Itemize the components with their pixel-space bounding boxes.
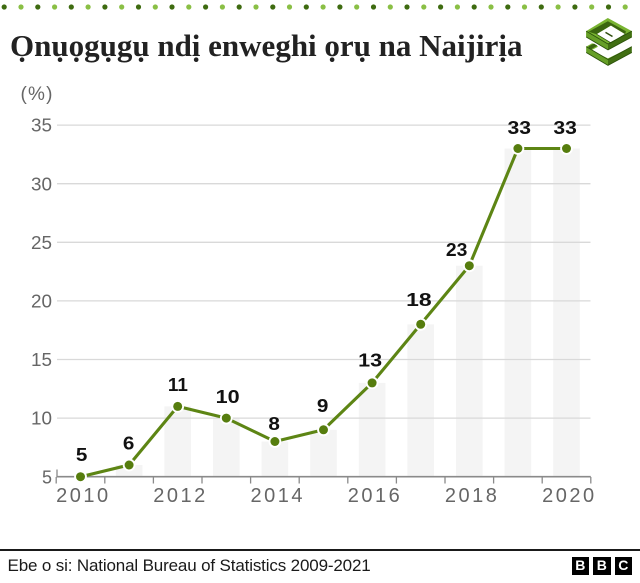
- svg-text:23: 23: [446, 240, 468, 260]
- svg-text:33: 33: [553, 118, 577, 138]
- svg-text:2016: 2016: [348, 485, 400, 507]
- svg-text:13: 13: [358, 351, 382, 371]
- svg-text:10: 10: [216, 387, 240, 407]
- svg-text:8: 8: [268, 414, 280, 434]
- svg-text:2020: 2020: [542, 485, 594, 507]
- svg-text:33: 33: [508, 118, 532, 138]
- svg-text:20: 20: [31, 292, 52, 312]
- svg-text:9: 9: [317, 396, 329, 416]
- svg-text:30: 30: [31, 174, 52, 194]
- svg-text:2012: 2012: [153, 485, 205, 507]
- svg-text:5: 5: [76, 445, 88, 465]
- svg-text:6: 6: [123, 433, 135, 453]
- svg-text:2010: 2010: [56, 485, 108, 507]
- svg-text:2014: 2014: [251, 485, 303, 507]
- svg-text:11: 11: [168, 375, 188, 395]
- svg-text:15: 15: [31, 350, 52, 370]
- svg-text:35: 35: [31, 116, 52, 136]
- svg-text:10: 10: [31, 409, 52, 429]
- svg-text:18: 18: [406, 290, 432, 310]
- svg-text:25: 25: [31, 233, 52, 253]
- svg-text:5: 5: [42, 467, 52, 487]
- svg-text:2018: 2018: [445, 485, 497, 507]
